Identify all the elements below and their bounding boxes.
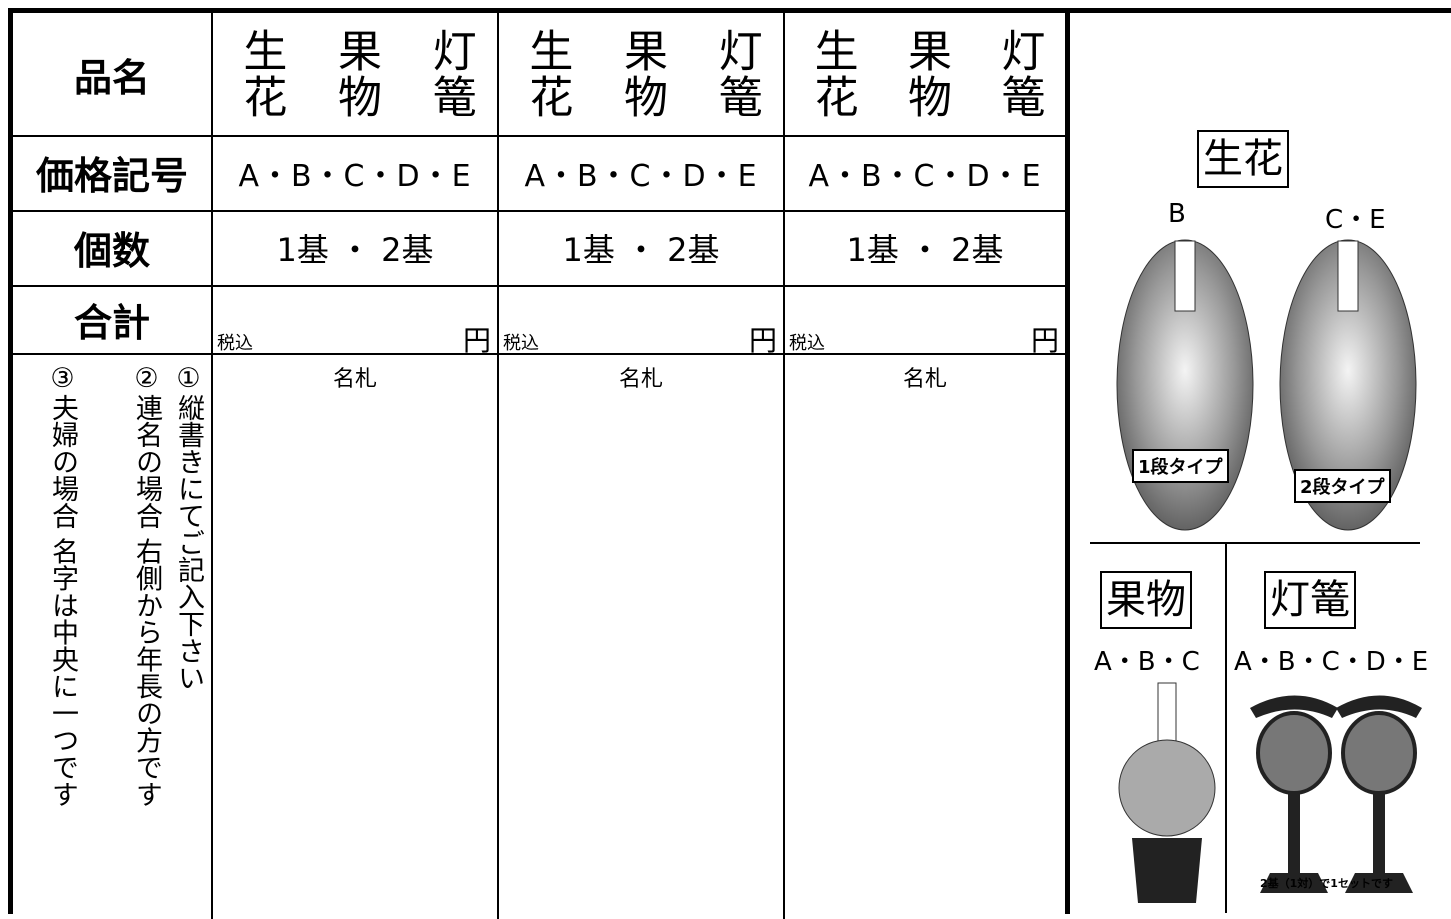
flower-code: B	[1168, 199, 1186, 229]
nameplate-label: 名札	[902, 367, 947, 392]
price-code: A・B・C・D・E	[238, 158, 472, 194]
product-panel: 生花 B C・E 1段タイプ 2段タイプ果物 A・B・C 灯篭 A・B・C・D・E 2基（1対）…	[1070, 8, 1451, 914]
row-line	[13, 285, 1065, 287]
row-line	[13, 210, 1065, 212]
fruit-codes: A・B・C	[1094, 647, 1200, 677]
flower-image	[1279, 239, 1417, 531]
flower-title: 生花	[1197, 130, 1289, 188]
fruit-image	[1118, 682, 1216, 903]
instruction: ③夫婦の場合 名字は中央に一つです	[47, 363, 78, 808]
flower-plate	[1174, 240, 1196, 312]
item-option[interactable]: 果物	[615, 28, 667, 120]
yen-unit: 円	[749, 324, 778, 357]
lantern-codes: A・B・C・D・E	[1234, 647, 1429, 677]
row-line	[13, 135, 1065, 137]
row-label: 合計	[73, 300, 150, 345]
lantern-title: 灯篭	[1264, 571, 1356, 629]
tax-label: 税込	[789, 333, 825, 354]
flower-code: C・E	[1325, 205, 1386, 235]
instructions: ①縦書きにてご記入下さい ②連名の場合 右側から年長の方です ③夫婦の場合 名字は中…	[17, 363, 209, 903]
price-code: A・B・C・D・E	[524, 158, 758, 194]
nameplate-label: 名札	[618, 367, 663, 392]
instruction: ①縦書きにてご記入下さい	[173, 363, 204, 691]
flower-type: 2段タイプ	[1294, 469, 1391, 503]
tax-label: 税込	[217, 333, 253, 354]
item-option[interactable]: 果物	[899, 28, 951, 120]
col-line	[783, 13, 785, 919]
item-option[interactable]: 灯篭	[710, 28, 762, 120]
item-options: 生花 果物 灯篭	[499, 13, 783, 135]
price-code: A・B・C・D・E	[808, 158, 1042, 194]
nameplate-label: 名札	[332, 367, 377, 392]
col-line	[211, 13, 213, 919]
item-options: 生花 果物 灯篭	[785, 13, 1065, 135]
lantern-note: 2基（1対）で1セットです	[1260, 877, 1393, 890]
instruction: ②連名の場合 右側から年長の方です	[131, 363, 162, 808]
yen-unit: 円	[463, 324, 492, 357]
item-option[interactable]: 生花	[521, 28, 573, 120]
item-option[interactable]: 生花	[806, 28, 858, 120]
flower-plate	[1337, 240, 1359, 312]
yen-unit: 円	[1031, 324, 1060, 357]
count: 1基 ・ 2基	[276, 230, 434, 269]
count: 1基 ・ 2基	[846, 230, 1004, 269]
order-table: 品名 価格記号 個数 合計 生花 果物 灯篭 A・B・C・D・E 1基 ・ 2基 税込円名札 生花果…	[8, 8, 1070, 919]
item-option[interactable]: 灯篭	[424, 28, 476, 120]
row-label: 品名	[73, 55, 150, 100]
count: 1基 ・ 2基	[562, 230, 720, 269]
item-option[interactable]: 果物	[329, 28, 381, 120]
flower-type: 1段タイプ	[1132, 449, 1229, 483]
lantern-image	[1250, 695, 1422, 893]
fruit-title: 果物	[1100, 571, 1192, 629]
row-line	[13, 353, 1065, 355]
item-option[interactable]: 灯篭	[993, 28, 1045, 120]
item-option[interactable]: 生花	[235, 28, 287, 120]
tax-label: 税込	[503, 333, 539, 354]
col-line	[497, 13, 499, 919]
row-label: 個数	[73, 229, 150, 273]
row-label: 価格記号	[35, 154, 188, 198]
item-options: 生花 果物 灯篭	[213, 13, 497, 135]
